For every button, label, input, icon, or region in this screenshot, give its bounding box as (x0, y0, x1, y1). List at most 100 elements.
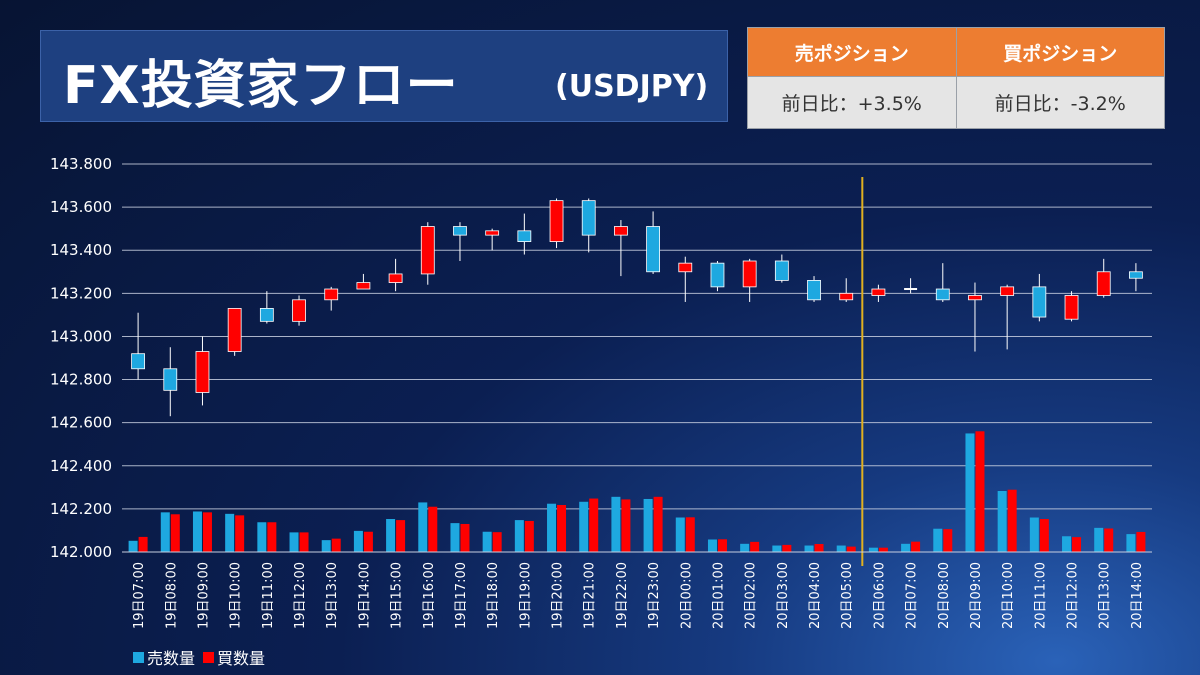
buy-volume-bar (814, 544, 824, 552)
candle (774, 254, 789, 283)
buy-volume-bar (138, 536, 148, 552)
candle-body (1129, 271, 1143, 279)
buy-volume-bar (589, 498, 599, 552)
candle-body (839, 292, 854, 301)
candle-body (1096, 271, 1111, 296)
legend-swatch-buy (203, 651, 215, 663)
candle (839, 278, 854, 302)
currency-pair: (USDJPY) (555, 69, 709, 104)
x-tick-label: 19日15:00 (390, 562, 405, 629)
sell-volume-bar (1029, 517, 1039, 552)
legend-item-buy: 買数量 (203, 645, 265, 669)
candle (581, 198, 596, 253)
sell-volume-bar (1126, 534, 1136, 552)
buy-volume-bar (396, 520, 406, 552)
x-tick-label: 20日00:00 (679, 562, 694, 629)
buy-volume-bar (428, 506, 438, 552)
x-tick-label: 19日20:00 (551, 562, 566, 629)
buy-volume-bar (460, 523, 470, 552)
sell-volume-bar (514, 520, 524, 552)
candle (259, 291, 274, 324)
buy-volume-bar (717, 539, 727, 552)
sell-volume-bar (321, 540, 331, 552)
x-tick-label: 20日04:00 (808, 562, 823, 629)
buy-volume-bar (685, 517, 695, 552)
sell-volume-bar (933, 528, 943, 552)
buy-volume-bar (846, 546, 856, 552)
candle (935, 263, 950, 302)
x-tick-label: 19日23:00 (647, 562, 662, 629)
sell-volume-bar (901, 543, 911, 552)
sell-volume-bar (418, 502, 428, 552)
sell-position-header: 売ポジション (747, 27, 957, 77)
x-tick-label: 19日22:00 (615, 562, 630, 629)
candle (324, 286, 339, 311)
x-tick-label: 19日16:00 (422, 562, 437, 629)
buy-volume-bar (1007, 489, 1017, 552)
candle (710, 261, 725, 292)
sell-volume-bar (579, 501, 589, 552)
candle (807, 276, 821, 302)
sell-volume-bar (611, 496, 621, 552)
y-tick-label: 143.000 (50, 327, 112, 345)
candle-body (614, 226, 628, 236)
sell-volume-bar (1062, 536, 1072, 552)
sell-position-change: 前日比：+3.5% (747, 76, 957, 129)
x-tick-label: 19日10:00 (229, 562, 244, 629)
sell-volume-bar (707, 539, 717, 552)
candle-body (871, 288, 886, 296)
candle (678, 256, 693, 302)
sell-volume-bar (482, 531, 492, 552)
candle-body (388, 273, 403, 283)
candle-body (420, 226, 435, 275)
candle (968, 282, 982, 352)
x-tick-label: 19日14:00 (357, 562, 372, 629)
x-tick-label: 20日07:00 (905, 562, 920, 629)
candle-body (356, 282, 371, 290)
sell-volume-bar (836, 545, 846, 552)
sell-volume-bar (997, 490, 1007, 552)
candle-body (1032, 286, 1047, 318)
buy-volume-bar (299, 532, 309, 552)
candle (227, 308, 242, 356)
sell-volume-bar (128, 540, 138, 552)
y-tick-label: 143.800 (50, 155, 112, 173)
y-tick-label: 142.400 (50, 457, 112, 475)
candle-body (453, 226, 467, 236)
y-tick-label: 142.800 (50, 371, 112, 389)
candle (1129, 263, 1143, 292)
sell-volume-bar (450, 523, 460, 552)
buy-volume-bar (975, 431, 985, 552)
legend-label-sell: 売数量 (147, 649, 196, 668)
x-tick-label: 20日06:00 (872, 562, 887, 629)
x-tick-label: 19日13:00 (325, 562, 340, 629)
candle (485, 228, 500, 251)
buy-volume-bar (557, 505, 567, 552)
x-tick-label: 20日13:00 (1098, 562, 1113, 629)
legend-swatch-sell (133, 651, 144, 663)
candle-body (259, 308, 274, 322)
x-tick-label: 20日11:00 (1033, 562, 1048, 629)
sell-volume-bar (1094, 527, 1104, 552)
candle-body (807, 279, 821, 301)
sell-volume-bar (353, 530, 363, 552)
buy-position-header: 買ポジション (955, 27, 1165, 77)
x-tick-label: 19日11:00 (261, 562, 276, 629)
candle-body (324, 288, 339, 301)
sell-volume-bar (868, 547, 878, 552)
candle (388, 258, 403, 292)
candle-body (1064, 295, 1079, 320)
x-tick-label: 19日08:00 (164, 562, 179, 629)
chart-legend: 売数量 買数量 (133, 645, 273, 669)
candle (356, 273, 371, 290)
sell-volume-bar (192, 511, 202, 552)
candle-body (774, 260, 789, 281)
x-tick-label: 20日01:00 (711, 562, 726, 629)
buy-volume-bar (1072, 537, 1082, 552)
candle (871, 284, 886, 302)
candle-body (935, 288, 950, 301)
sell-volume-bar (257, 522, 267, 552)
x-tick-label: 19日09:00 (196, 562, 211, 629)
y-tick-label: 143.400 (50, 241, 112, 259)
